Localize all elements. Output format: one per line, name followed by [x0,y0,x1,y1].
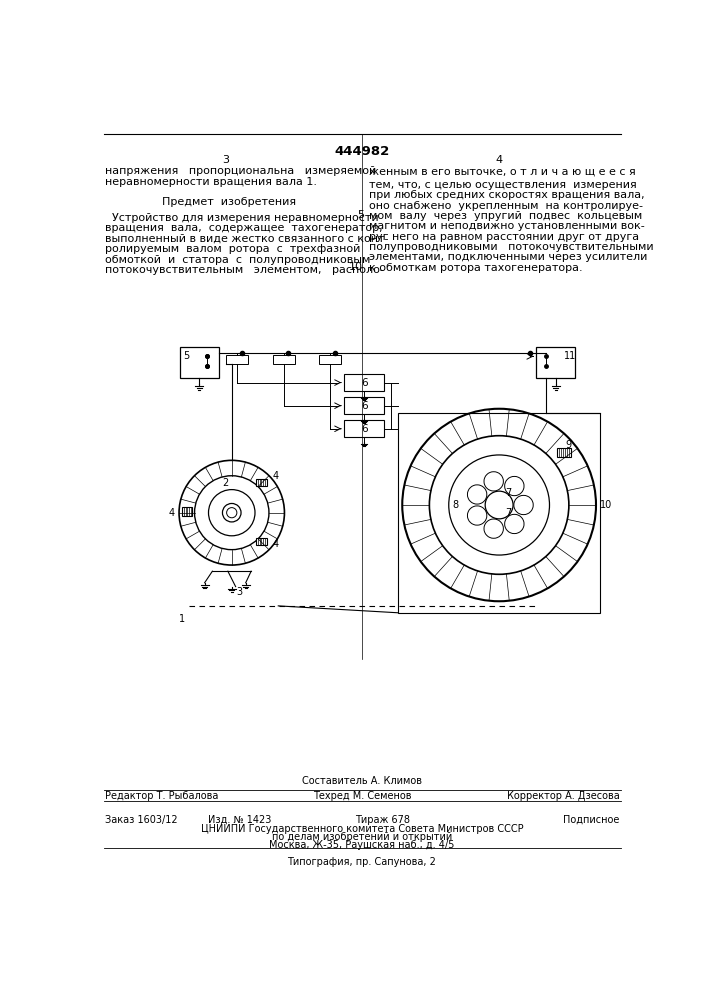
Bar [556,448,571,457]
Text: 4: 4 [496,155,503,165]
Text: 6: 6 [361,378,368,388]
Text: 4: 4 [272,471,279,481]
Circle shape [179,460,284,565]
Text: 7: 7 [506,488,512,498]
Text: 6: 6 [361,424,368,434]
Text: 444982: 444982 [334,145,390,158]
Text: 4: 4 [272,539,279,549]
Circle shape [227,508,237,518]
Text: 2: 2 [223,478,228,488]
Text: полупроводниковыми   потокочувствительными: полупроводниковыми потокочувствительными [369,242,653,252]
Bar [537,347,575,378]
Text: магнитом и неподвижно установленными вок-: магнитом и неподвижно установленными вок… [369,221,645,231]
Text: при любых средних скоростях вращения вала,: при любых средних скоростях вращения вал… [369,190,645,200]
Text: оно снабжено  укрепленным  на контролируе-: оно снабжено укрепленным на контролируе- [369,201,643,211]
Text: 5: 5 [183,351,189,361]
Bar [256,479,267,486]
Circle shape [402,409,596,601]
Circle shape [429,436,569,574]
Text: Заказ 1603/12: Заказ 1603/12 [105,815,178,825]
Text: выполненный в виде жестко связанного с конт-: выполненный в виде жестко связанного с к… [105,234,389,244]
Text: неравномерности вращения вала 1.: неравномерности вращения вала 1. [105,177,317,187]
Text: Составитель А. Климов: Составитель А. Климов [302,776,422,786]
Text: вращения  вала,  содержащее  тахогенератор,: вращения вала, содержащее тахогенератор, [105,223,383,233]
Bar [344,374,385,391]
Text: ЦНИИПИ Государственного комитета Совета Министров СССР: ЦНИИПИ Государственного комитета Совета … [201,824,523,834]
Bar [256,538,267,545]
Text: обмоткой  и  статора  с  полупроводниковым: обмоткой и статора с полупроводниковым [105,255,370,265]
Text: 3: 3 [222,155,229,165]
Circle shape [223,503,241,522]
Text: Устройство для измерения неравномерности: Устройство для измерения неравномерности [105,213,379,223]
Bar [182,507,192,516]
Text: 6: 6 [361,401,368,411]
Circle shape [209,490,255,536]
Text: Подписное: Подписное [563,815,619,825]
Text: руг него на равном расстоянии друг от друга: руг него на равном расстоянии друг от др… [369,232,639,242]
Text: Москва, Ж-35, Раушская наб., д. 4/5: Москва, Ж-35, Раушская наб., д. 4/5 [269,840,455,850]
Text: 10: 10 [600,500,612,510]
Text: мом  валу  через  упругий  подвес  кольцевым: мом валу через упругий подвес кольцевым [369,211,642,221]
Text: потокочувствительным   элементом,   располо-: потокочувствительным элементом, располо- [105,265,385,275]
Circle shape [485,491,513,519]
Text: к обмоткам ротора тахогенератора.: к обмоткам ротора тахогенератора. [369,263,583,273]
Bar [344,397,385,414]
Circle shape [194,476,269,550]
Text: Предмет  изобретения: Предмет изобретения [162,197,296,207]
Text: элементами, подключенными через усилители: элементами, подключенными через усилител… [369,252,648,262]
Bar [398,413,600,613]
Text: женным в его выточке, о т л и ч а ю щ е е с я: женным в его выточке, о т л и ч а ю щ е … [369,166,636,176]
Text: тем, что, с целью осуществления  измерения: тем, что, с целью осуществления измерени… [369,180,637,190]
Text: 9: 9 [565,440,571,450]
Text: Техред М. Семенов: Техред М. Семенов [312,791,411,801]
Text: 11: 11 [564,351,576,361]
Text: 5: 5 [357,210,364,220]
Text: 7: 7 [506,508,512,518]
Text: по делам изобретений и открытий: по делам изобретений и открытий [271,832,452,842]
Text: напряжения   пропорциональна   измеряемой: напряжения пропорциональна измеряемой [105,166,377,176]
Bar [344,420,385,437]
Text: 10: 10 [349,262,363,272]
Text: Типография, пр. Сапунова, 2: Типография, пр. Сапунова, 2 [288,857,436,867]
Text: 1: 1 [179,614,185,624]
Bar [180,347,218,378]
Text: ролируемым  валом  ротора  с  трехфазной: ролируемым валом ротора с трехфазной [105,244,361,254]
Text: 4: 4 [169,508,175,518]
Text: Редактор Т. Рыбалова: Редактор Т. Рыбалова [105,791,218,801]
Bar [320,355,341,364]
Text: Корректор А. Дзесова: Корректор А. Дзесова [506,791,619,801]
Text: Тираж 678: Тираж 678 [356,815,410,825]
Text: 3: 3 [236,587,243,597]
Bar [273,355,295,364]
Bar [226,355,248,364]
Text: 8: 8 [452,500,459,510]
Text: Изд. № 1423: Изд. № 1423 [208,815,271,825]
